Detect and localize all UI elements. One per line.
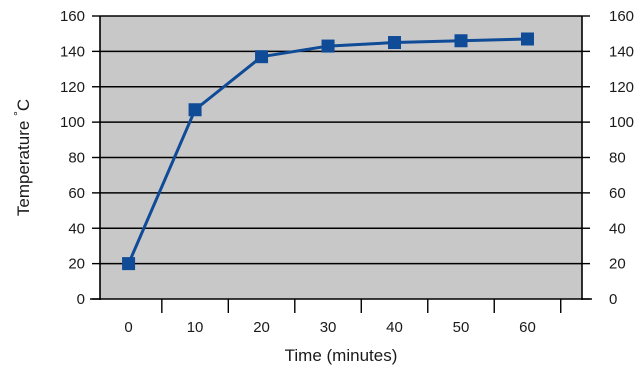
y-tick-label-right: 40 bbox=[609, 220, 626, 237]
y-axis-title: Temperature °C bbox=[11, 99, 33, 216]
x-tick-label: 40 bbox=[386, 319, 403, 336]
x-tick-label: 20 bbox=[253, 319, 270, 336]
x-axis-title: Time (minutes) bbox=[285, 346, 398, 365]
y-tick-label-right: 60 bbox=[609, 185, 626, 202]
y-tick-label-left: 160 bbox=[60, 8, 85, 25]
series-layer bbox=[122, 32, 534, 271]
y-tick-label-right: 20 bbox=[609, 256, 626, 273]
y-tick-label-left: 140 bbox=[60, 43, 85, 60]
x-axis: 0 10 20 30 40 50 60 bbox=[124, 299, 562, 336]
y-tick-label-right: 120 bbox=[609, 79, 634, 96]
y-tick-label-right: 0 bbox=[609, 291, 617, 308]
data-point-marker bbox=[520, 32, 534, 46]
y-tick-label-right: 140 bbox=[609, 43, 634, 60]
y-tick-label-left: 120 bbox=[60, 79, 85, 96]
y-tick-label-right: 100 bbox=[609, 114, 634, 131]
data-point-marker bbox=[122, 257, 136, 271]
x-tick-label: 60 bbox=[519, 319, 536, 336]
x-tick-label: 0 bbox=[124, 319, 132, 336]
y-axis-left: 0 20 40 60 80 100 120 140 160 bbox=[60, 8, 100, 308]
data-point-marker bbox=[188, 103, 202, 117]
y-tick-label-right: 160 bbox=[609, 8, 634, 25]
x-tick-label: 10 bbox=[187, 319, 204, 336]
y-tick-label-right: 80 bbox=[609, 150, 626, 167]
y-tick-label-left: 20 bbox=[68, 256, 85, 273]
y-tick-label-left: 100 bbox=[60, 114, 85, 131]
data-point-marker bbox=[321, 39, 335, 53]
y-tick-label-left: 60 bbox=[68, 185, 85, 202]
x-tick-label: 30 bbox=[320, 319, 337, 336]
y-tick-label-left: 40 bbox=[68, 220, 85, 237]
x-tick-label: 50 bbox=[453, 319, 470, 336]
y-tick-label-left: 0 bbox=[77, 291, 85, 308]
y-tick-label-left: 80 bbox=[68, 150, 85, 167]
y-axis-right: 0 20 40 60 80 100 120 140 160 bbox=[582, 8, 634, 308]
gridlines bbox=[100, 15, 582, 265]
data-point-marker bbox=[454, 34, 468, 48]
data-point-marker bbox=[255, 50, 269, 64]
data-point-marker bbox=[388, 36, 402, 50]
